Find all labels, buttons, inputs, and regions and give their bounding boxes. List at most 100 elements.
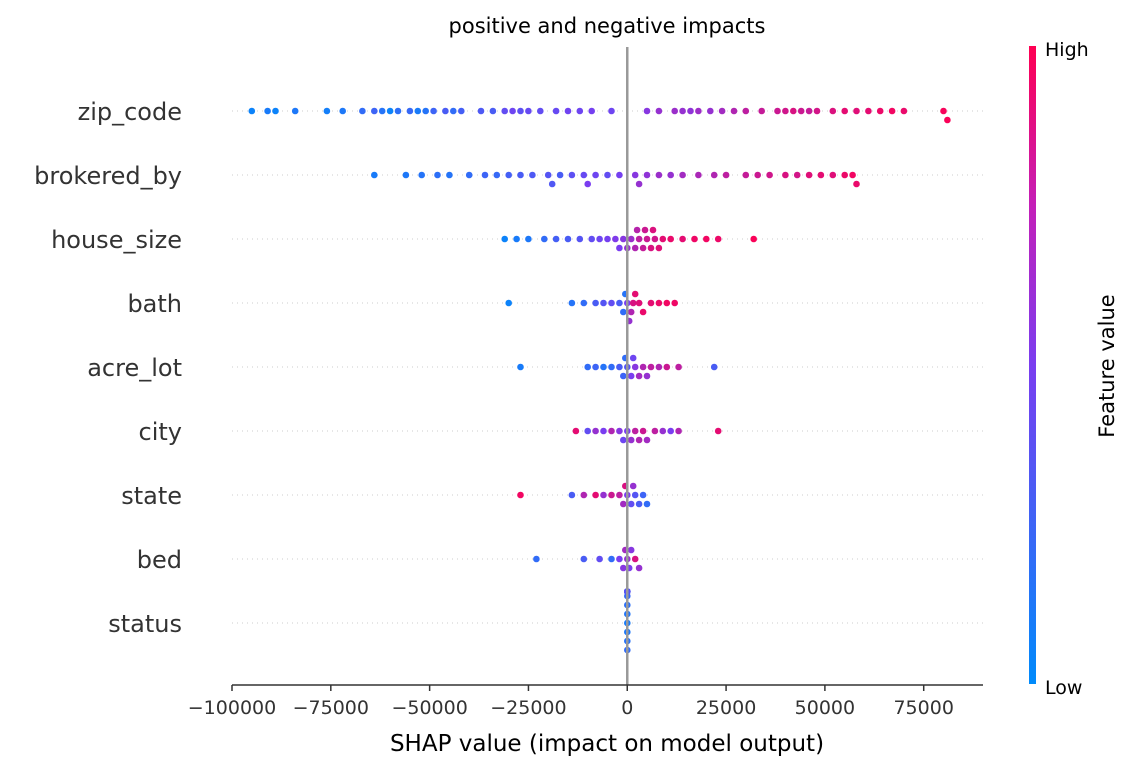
shap-point <box>394 107 402 115</box>
shap-point <box>481 171 489 179</box>
shap-point <box>643 171 651 179</box>
colorbar-title: Feature value <box>1095 294 1119 437</box>
shap-point <box>620 436 627 444</box>
shap-point <box>671 107 678 115</box>
shap-point <box>663 299 671 307</box>
shap-point <box>651 427 659 435</box>
shap-point <box>576 235 584 243</box>
shap-point <box>641 226 649 234</box>
shap-point <box>568 299 576 307</box>
shap-point <box>888 107 896 115</box>
shap-point <box>793 171 801 179</box>
shap-point <box>631 290 639 298</box>
shap-point <box>629 482 637 490</box>
shap-point <box>710 363 718 371</box>
shap-point <box>900 107 908 115</box>
colorbar-gradient <box>1029 46 1036 684</box>
shap-point <box>655 299 663 307</box>
shap-point <box>790 107 797 115</box>
shap-point <box>627 436 635 444</box>
shap-point <box>782 107 789 115</box>
shap-point <box>576 107 584 115</box>
shap-point <box>695 171 702 179</box>
shap-point <box>655 244 663 252</box>
shap-point <box>533 555 540 563</box>
shap-point <box>742 107 750 115</box>
shap-point <box>616 363 623 371</box>
shap-point <box>616 555 623 563</box>
shap-point <box>774 107 781 115</box>
shap-point <box>647 363 655 371</box>
shap-point <box>608 299 615 307</box>
shap-point <box>620 500 627 508</box>
shap-point <box>710 171 718 179</box>
shap-point <box>264 107 271 115</box>
shap-point <box>667 171 674 179</box>
shap-point <box>493 171 501 179</box>
shap-point <box>817 171 825 179</box>
shap-point <box>616 299 623 307</box>
shap-point <box>620 308 627 316</box>
shap-point <box>584 427 591 435</box>
shap-point <box>580 555 588 563</box>
shap-point <box>525 107 532 115</box>
feature-label: house_size <box>51 226 182 254</box>
shap-point <box>639 427 647 435</box>
shap-point <box>627 546 635 554</box>
shap-point <box>627 500 635 508</box>
shap-point <box>629 354 637 362</box>
x-tick-label: 50000 <box>795 697 855 719</box>
feature-label: bed <box>137 546 182 574</box>
shap-point <box>805 107 813 115</box>
shap-point <box>643 107 651 115</box>
shap-point <box>608 107 615 115</box>
shap-point <box>695 107 702 115</box>
feature-label: zip_code <box>78 98 182 126</box>
shap-point <box>620 372 627 380</box>
shap-point <box>580 491 588 499</box>
colorbar: High Low Feature value <box>1029 39 1119 699</box>
shap-point <box>643 235 651 243</box>
shap-point <box>631 363 639 371</box>
shap-point <box>758 107 765 115</box>
shap-point <box>612 235 619 243</box>
x-tick-label: −50000 <box>391 697 467 719</box>
x-tick-label: −100000 <box>188 697 276 719</box>
shap-point <box>635 500 643 508</box>
feature-label: brokered_by <box>34 162 182 190</box>
shap-point <box>616 491 623 499</box>
shap-point <box>509 107 516 115</box>
shap-point <box>584 180 591 188</box>
shap-point <box>604 235 611 243</box>
shap-point <box>647 299 655 307</box>
shap-point <box>580 299 588 307</box>
shap-point <box>944 116 951 124</box>
shap-point <box>465 171 473 179</box>
shap-point <box>525 235 532 243</box>
shap-point <box>631 555 639 563</box>
shap-point <box>517 491 524 499</box>
shap-point <box>291 107 299 115</box>
shap-point <box>620 235 627 243</box>
shap-point <box>458 107 465 115</box>
shap-point <box>841 107 848 115</box>
shap-point <box>572 427 580 435</box>
shap-point <box>564 235 572 243</box>
shap-point <box>477 107 485 115</box>
x-tick-label: 0 <box>621 697 633 719</box>
shap-point <box>631 427 639 435</box>
shap-point <box>600 363 607 371</box>
shap-point <box>371 171 378 179</box>
shap-point <box>323 107 331 115</box>
shap-point <box>592 427 599 435</box>
shap-point <box>402 171 410 179</box>
shap-point <box>750 235 757 243</box>
shap-point <box>635 235 643 243</box>
shap-point <box>371 107 378 115</box>
shap-point <box>714 427 722 435</box>
shap-point <box>865 107 872 115</box>
x-tick-label: 75000 <box>893 697 953 719</box>
shap-point <box>414 107 422 115</box>
shap-point <box>876 107 884 115</box>
shap-point <box>592 299 599 307</box>
